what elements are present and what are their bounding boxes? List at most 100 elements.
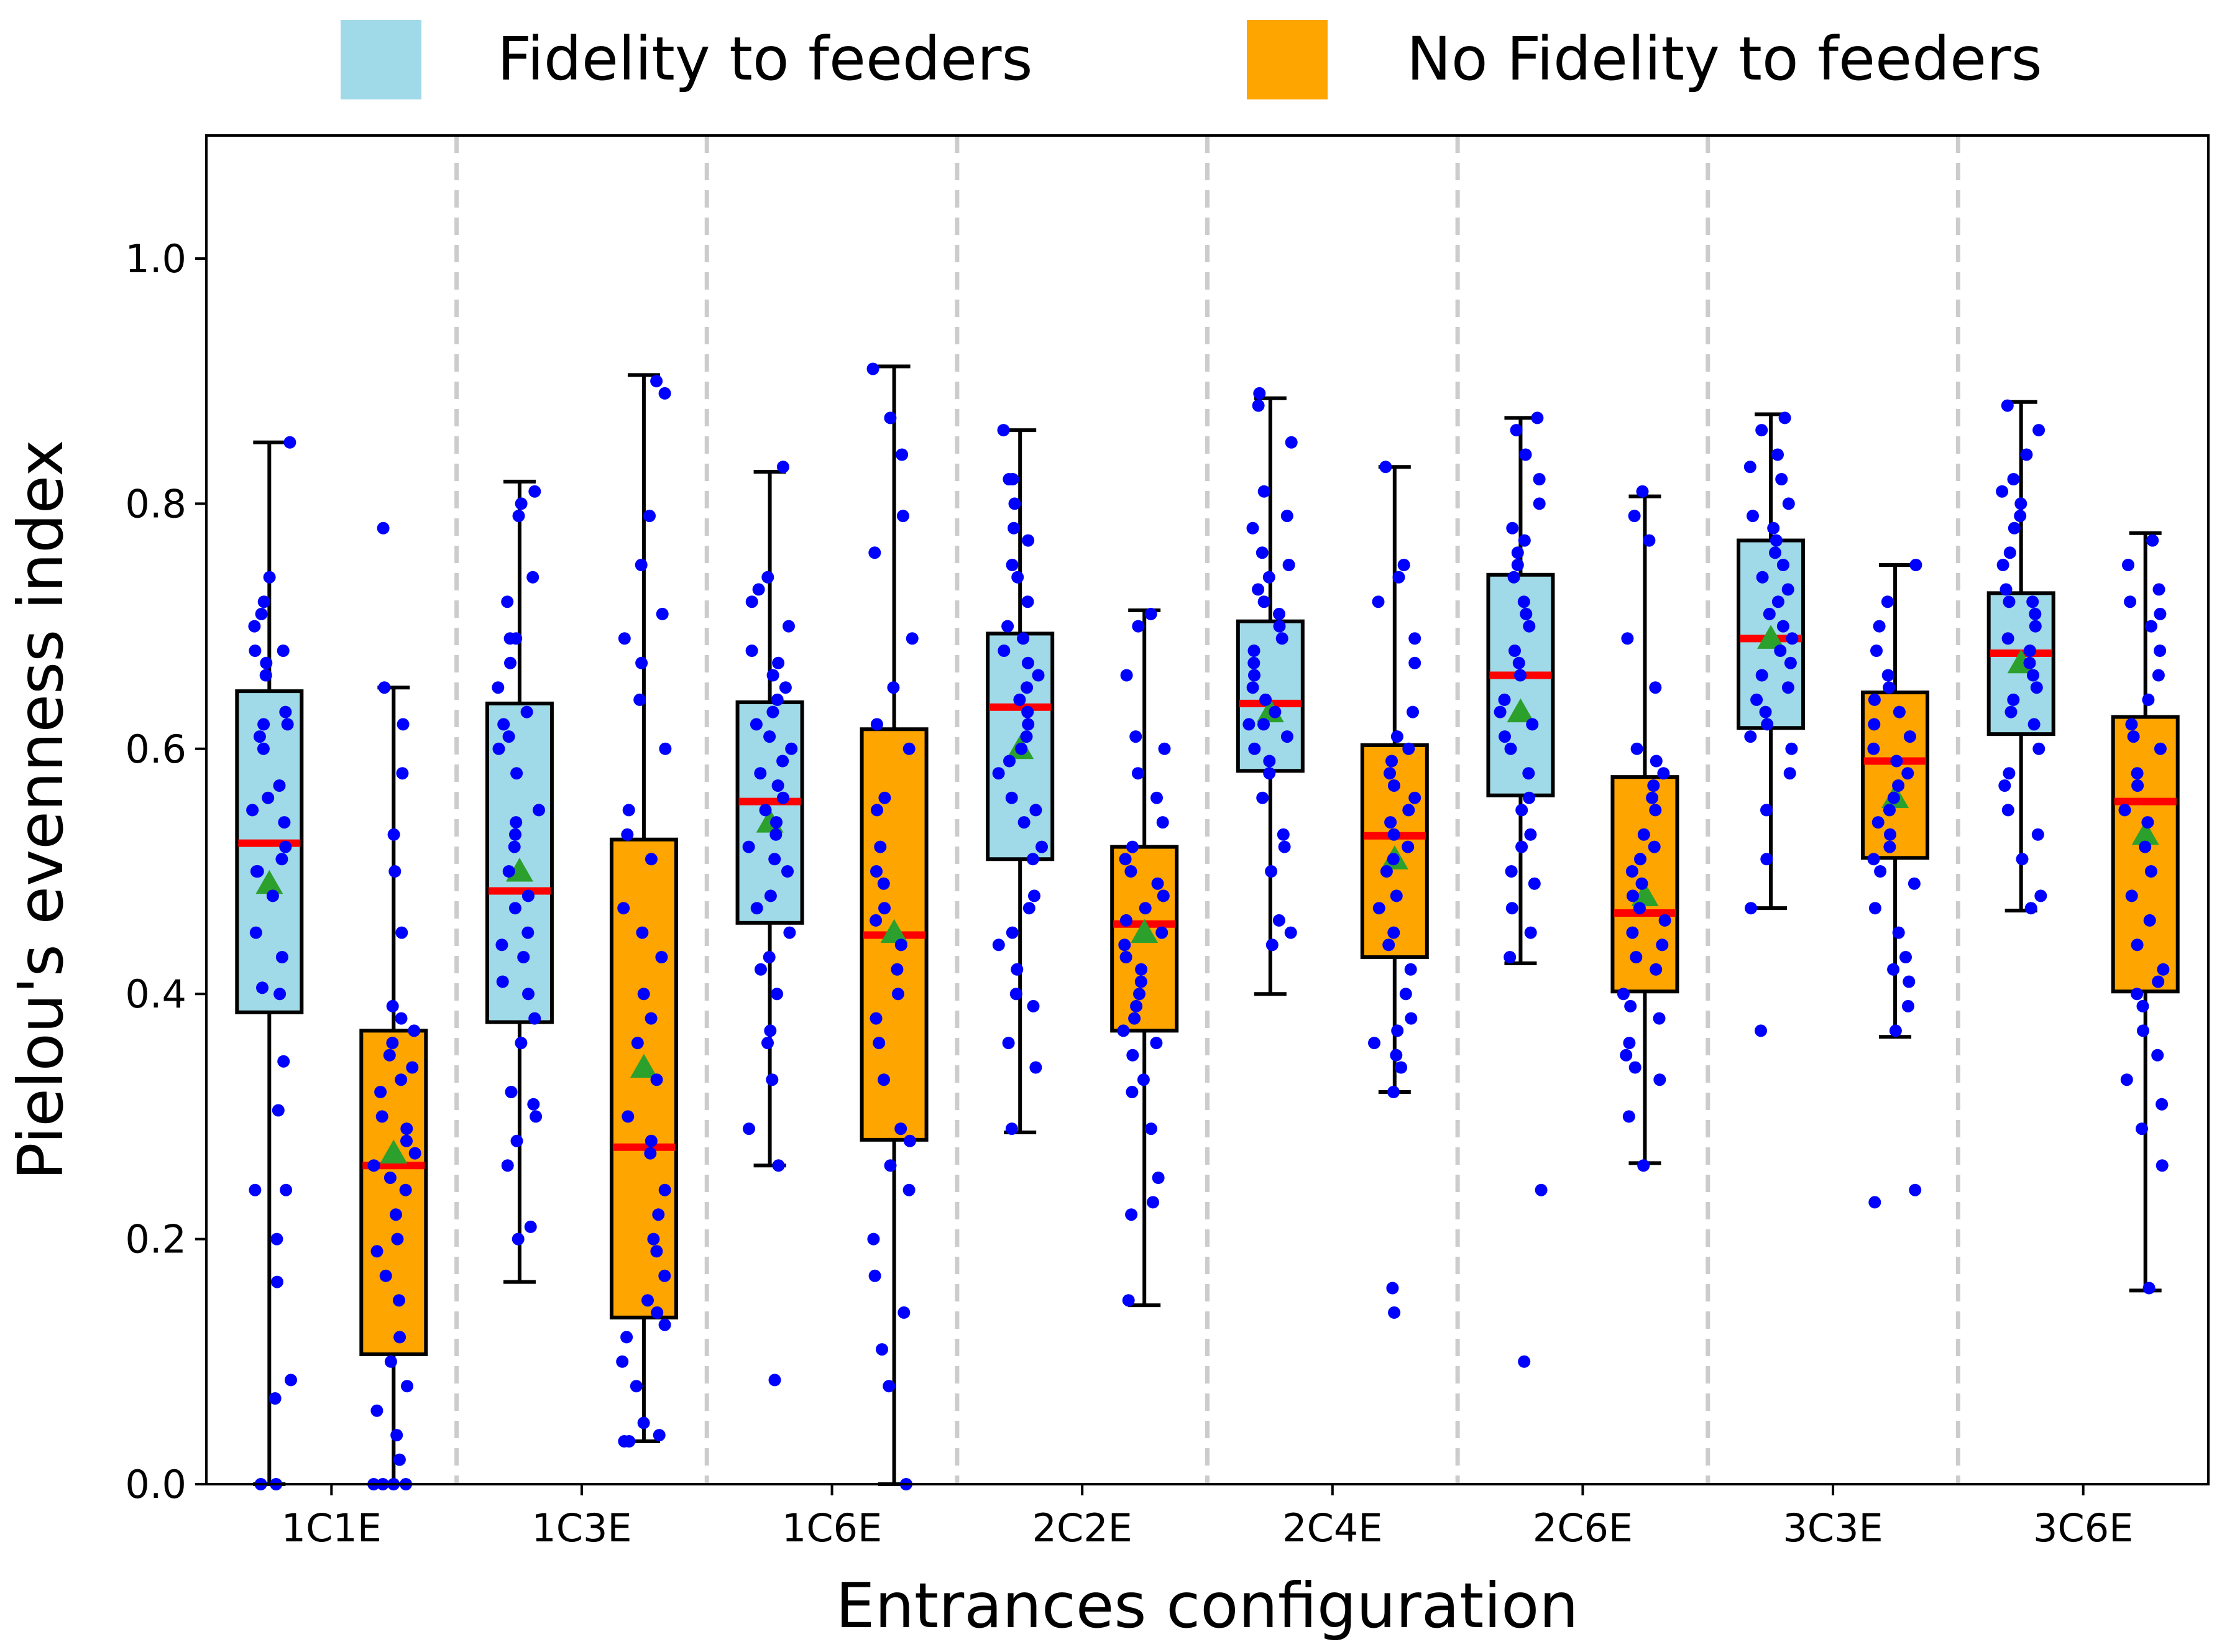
x-tick-label: 3C6E: [2033, 1505, 2133, 1551]
data-point: [776, 461, 789, 474]
data-point: [2152, 669, 2165, 682]
category-separators: [454, 135, 1960, 1484]
y-tick-label: 0.6: [125, 727, 186, 772]
data-point: [750, 902, 763, 915]
data-point: [396, 767, 409, 780]
data-point: [2030, 681, 2043, 694]
data-point: [1002, 1037, 1015, 1050]
data-point: [399, 1183, 412, 1196]
data-point: [1776, 620, 1789, 633]
data-point: [768, 853, 781, 866]
data-point: [2157, 963, 2170, 976]
data-point: [645, 1134, 658, 1147]
data-point: [1902, 999, 1914, 1012]
data-point: [524, 1220, 537, 1233]
x-tick-label: 1C3E: [531, 1505, 631, 1551]
data-point: [1743, 461, 1756, 474]
data-point: [633, 693, 646, 706]
data-point: [644, 1147, 657, 1160]
legend-label-no-fidelity: No Fidelity to feeders: [1407, 24, 2042, 94]
data-point: [2127, 730, 2140, 743]
data-point: [631, 1037, 644, 1050]
data-point: [1531, 411, 1544, 424]
box-iqr: [2111, 715, 2180, 994]
data-point: [1533, 473, 1546, 485]
data-point: [408, 1147, 421, 1160]
data-point: [2032, 742, 2046, 755]
data-point: [2034, 889, 2047, 902]
data-point: [1387, 853, 1400, 866]
data-point: [1145, 1122, 1157, 1136]
data-point: [527, 1098, 540, 1111]
data-point: [1745, 902, 1757, 915]
data-point: [1273, 620, 1286, 633]
data-point: [1520, 607, 1533, 620]
data-point: [2154, 742, 2167, 755]
data-point: [1774, 645, 1787, 657]
mean-marker: [1631, 882, 1659, 906]
data-point: [1137, 1073, 1150, 1086]
data-point: [1871, 816, 1885, 829]
data-point: [1119, 914, 1132, 927]
data-point: [2031, 828, 2044, 841]
data-point: [397, 718, 410, 731]
data-point: [1515, 840, 1528, 853]
data-point: [1505, 865, 1518, 878]
data-point: [1003, 755, 1016, 768]
data-point: [521, 889, 535, 902]
y-tick-label: 1.0: [125, 236, 186, 282]
data-point: [652, 1208, 665, 1221]
data-point: [2016, 853, 2029, 866]
data-point: [269, 1392, 282, 1405]
data-point: [637, 988, 650, 1001]
data-point: [2137, 1024, 2149, 1037]
data-point: [400, 1122, 413, 1136]
mean-marker: [255, 870, 283, 894]
data-point: [1120, 669, 1133, 682]
data-point: [2131, 988, 2144, 1001]
data-point: [2142, 693, 2155, 706]
data-point: [903, 1134, 916, 1147]
data-point: [508, 840, 521, 853]
data-point: [623, 1435, 636, 1448]
data-point: [1909, 559, 1922, 571]
mean-marker: [1757, 625, 1785, 649]
data-point: [1505, 902, 1518, 915]
data-point: [2007, 693, 2020, 706]
scatter-points: [246, 362, 2170, 1490]
data-point: [1622, 1110, 1635, 1123]
data-point: [1499, 730, 1511, 743]
data-point: [1246, 681, 1259, 694]
data-point: [1755, 1024, 1767, 1037]
data-point: [2023, 656, 2036, 669]
data-point: [2154, 607, 2167, 620]
data-point: [1624, 999, 1637, 1012]
data-point: [1756, 571, 1769, 584]
data-point: [785, 742, 798, 755]
data-point: [771, 988, 783, 1001]
data-point: [374, 1086, 387, 1098]
data-point: [992, 938, 1005, 952]
data-point: [2032, 424, 2046, 437]
data-point: [1504, 742, 1517, 755]
data-point: [1382, 938, 1395, 952]
data-point: [1021, 705, 1034, 718]
data-point: [1005, 1122, 1018, 1136]
data-point: [2131, 779, 2144, 792]
data-point: [1617, 988, 1630, 1001]
data-point: [884, 411, 897, 424]
x-tick-label: 1C6E: [782, 1505, 882, 1551]
data-point: [655, 951, 668, 963]
data-point: [2152, 583, 2165, 596]
data-point: [262, 791, 275, 804]
data-point: [510, 816, 523, 829]
data-point: [635, 559, 648, 571]
x-axis-label: Entrances configuration: [835, 1569, 1578, 1642]
data-point: [275, 951, 288, 963]
data-point: [1873, 620, 1886, 633]
data-point: [1526, 718, 1539, 731]
data-point: [510, 767, 523, 780]
data-point: [2003, 595, 2016, 608]
data-point: [898, 1306, 911, 1319]
data-point: [2136, 1122, 2148, 1136]
